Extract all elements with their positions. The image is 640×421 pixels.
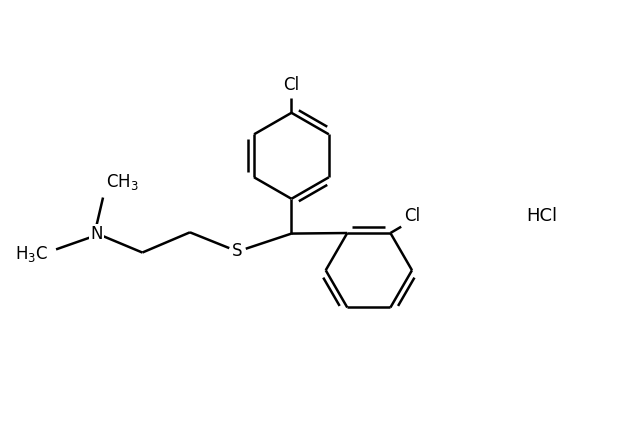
Text: HCl: HCl — [527, 207, 557, 225]
Text: Cl: Cl — [284, 76, 300, 94]
Text: CH$_3$: CH$_3$ — [106, 172, 138, 192]
Text: H$_3$C: H$_3$C — [15, 244, 48, 264]
Text: S: S — [232, 242, 243, 260]
Text: Cl: Cl — [404, 208, 420, 225]
Text: N: N — [90, 224, 103, 242]
